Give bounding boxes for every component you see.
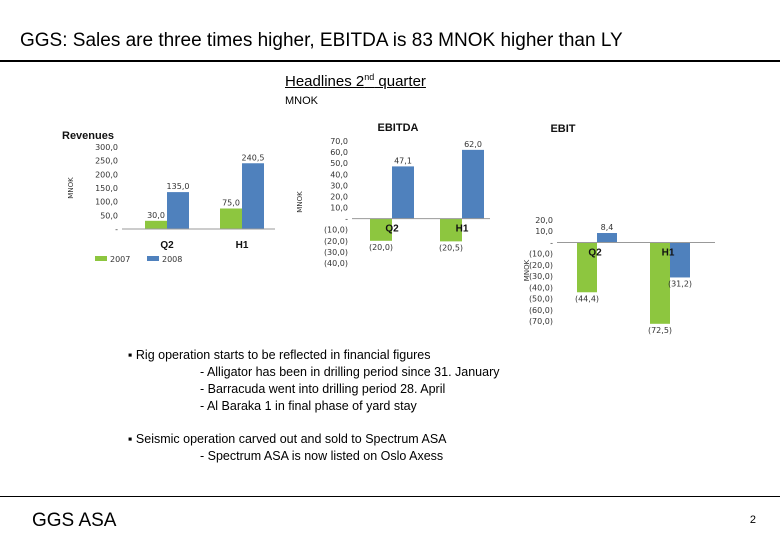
bar-q2-2007 bbox=[370, 218, 392, 241]
bar-q2-2008 bbox=[392, 166, 414, 219]
y-tick-label: (40,0) bbox=[529, 283, 553, 292]
y-tick-label: 30,0 bbox=[330, 181, 348, 190]
data-label: 62,0 bbox=[464, 140, 482, 149]
sub-bullet-barracuda: - Barracuda went into drilling period 28… bbox=[200, 382, 446, 396]
y-tick-label: (40,0) bbox=[324, 259, 348, 268]
y-tick-label: (70,0) bbox=[529, 317, 553, 326]
data-label: 135,0 bbox=[167, 182, 190, 191]
ebit-chart: EBIT MNOK (70,0) (60,0) (50,0) (40,0) (30,0) (2… bbox=[523, 123, 715, 335]
data-label: 8,4 bbox=[601, 223, 614, 232]
footer-company: GGS ASA bbox=[32, 510, 117, 531]
unit-label: MNOK bbox=[285, 95, 318, 107]
y-tick-label: 100,0 bbox=[95, 198, 118, 207]
y-tick-label: 50,0 bbox=[100, 211, 118, 220]
y-tick-label: 40,0 bbox=[330, 170, 348, 179]
title-divider bbox=[0, 60, 780, 62]
y-tick-label: 10,0 bbox=[535, 227, 553, 236]
data-label: 30,0 bbox=[147, 211, 165, 220]
y-tick-label: (20,0) bbox=[324, 237, 348, 246]
y-axis-label: MNOK bbox=[296, 191, 304, 213]
y-tick-label: 20,0 bbox=[535, 216, 553, 225]
bullet-seismic-operation: ▪ Seismic operation carved out and sold … bbox=[128, 432, 447, 446]
category-label: H1 bbox=[236, 240, 249, 251]
y-tick-label: 250,0 bbox=[95, 157, 118, 166]
bar-h1-2007 bbox=[220, 208, 242, 229]
y-tick-label: - bbox=[550, 238, 553, 247]
y-tick-label: 300,0 bbox=[95, 143, 118, 152]
y-tick-label: (30,0) bbox=[529, 272, 553, 281]
page-number: 2 bbox=[749, 514, 756, 526]
bar-h1-2008 bbox=[670, 242, 690, 278]
y-tick-label: (50,0) bbox=[529, 295, 553, 304]
y-tick-label: (30,0) bbox=[324, 248, 348, 257]
sub-bullet-spectrum: - Spectrum ASA is now listed on Oslo Axe… bbox=[200, 449, 444, 463]
bar-h1-2007 bbox=[650, 242, 670, 324]
category-label: H1 bbox=[456, 224, 469, 235]
y-axis-label: MNOK bbox=[67, 177, 75, 199]
chart-title: EBITDA bbox=[378, 122, 419, 134]
y-tick-label: (20,0) bbox=[529, 261, 553, 270]
bar-h1-2007 bbox=[440, 218, 462, 242]
y-tick-label: - bbox=[345, 215, 348, 224]
y-tick-label: 200,0 bbox=[95, 170, 118, 179]
bar-q2-2008 bbox=[167, 192, 189, 229]
headline-suffix: quarter bbox=[374, 73, 426, 90]
headline-superscript: nd bbox=[364, 72, 375, 82]
y-tick-label: (10,0) bbox=[529, 250, 553, 259]
bar-h1-2008 bbox=[242, 163, 264, 229]
y-tick-label: 60,0 bbox=[330, 148, 348, 157]
bar-h1-2008 bbox=[462, 149, 484, 219]
y-tick-label: - bbox=[115, 225, 118, 234]
bullet-rig-operation: ▪ Rig operation starts to be reflected i… bbox=[128, 348, 431, 362]
data-label: 240,5 bbox=[242, 153, 265, 162]
legend-swatch-2008 bbox=[147, 256, 159, 261]
category-label: Q2 bbox=[385, 224, 399, 235]
bar-q2-2007 bbox=[577, 242, 597, 293]
y-tick-label: 150,0 bbox=[95, 184, 118, 193]
sub-bullet-al-baraka: - Al Baraka 1 in final phase of yard sta… bbox=[200, 399, 417, 413]
legend-label-2007: 2007 bbox=[110, 255, 130, 264]
y-tick-label: 20,0 bbox=[330, 192, 348, 201]
legend-swatch-2007 bbox=[95, 256, 107, 261]
chart-title: Revenues bbox=[62, 130, 114, 142]
y-tick-label: 50,0 bbox=[330, 159, 348, 168]
data-label: 75,0 bbox=[222, 199, 240, 208]
chart-title: EBIT bbox=[550, 123, 575, 135]
y-tick-label: (60,0) bbox=[529, 306, 553, 315]
legend-label-2008: 2008 bbox=[162, 255, 182, 264]
footer-divider bbox=[0, 496, 780, 497]
headline: Headlines 2nd quarter bbox=[285, 72, 426, 90]
slide-title: GGS: Sales are three times higher, EBITD… bbox=[20, 30, 623, 51]
y-axis-label: MNOK bbox=[523, 259, 531, 281]
bar-q2-2008 bbox=[597, 233, 617, 243]
y-tick-label: (10,0) bbox=[324, 226, 348, 235]
revenues-chart: Revenues MNOK - 50,0 100,0 150,0 200,0 250,0 300… bbox=[62, 130, 275, 264]
sub-bullet-alligator: - Alligator has been in drilling period … bbox=[200, 365, 500, 379]
y-tick-label: 10,0 bbox=[330, 204, 348, 213]
data-label: (72,5) bbox=[648, 326, 672, 335]
data-label: (20,5) bbox=[439, 243, 463, 252]
headline-text: Headlines 2 bbox=[285, 73, 365, 90]
data-label: 47,1 bbox=[394, 156, 412, 165]
bullet-list: ▪ Rig operation starts to be reflected i… bbox=[128, 347, 499, 465]
category-label: Q2 bbox=[588, 247, 602, 258]
data-label: (31,2) bbox=[668, 279, 692, 288]
y-tick-label: 70,0 bbox=[330, 137, 348, 146]
category-label: H1 bbox=[662, 247, 675, 258]
data-label: (20,0) bbox=[369, 243, 393, 252]
data-label: (44,4) bbox=[575, 294, 599, 303]
category-label: Q2 bbox=[160, 240, 174, 251]
bar-q2-2007 bbox=[145, 220, 167, 229]
ebitda-chart: EBITDA MNOK (40,0) (30,0) (20,0) (10,0) - 10,0 2… bbox=[296, 122, 490, 268]
